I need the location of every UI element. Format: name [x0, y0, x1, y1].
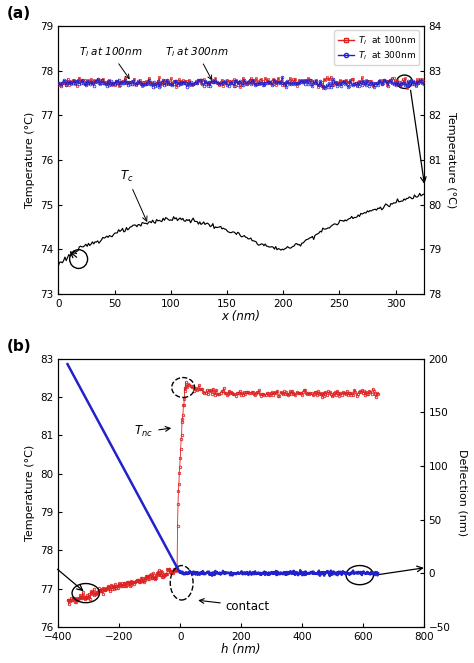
- Text: $T_{nc}$: $T_{nc}$: [135, 424, 170, 440]
- Y-axis label: Temperature (°C): Temperature (°C): [25, 112, 35, 208]
- Text: $T_l$ at 100nm: $T_l$ at 100nm: [79, 45, 142, 79]
- Legend: $T_l$  at 100nm, $T_l$  at 300nm: $T_l$ at 100nm, $T_l$ at 300nm: [334, 30, 419, 66]
- Text: $T_c$: $T_c$: [120, 169, 147, 221]
- Text: (a): (a): [7, 6, 31, 21]
- Y-axis label: Temperature (°C): Temperature (°C): [25, 445, 35, 541]
- X-axis label: h (nm): h (nm): [221, 643, 261, 656]
- Text: (b): (b): [7, 339, 32, 354]
- Text: contact: contact: [200, 599, 270, 613]
- Text: $T_l$ at 300nm: $T_l$ at 300nm: [165, 45, 228, 80]
- X-axis label: x (nm): x (nm): [221, 310, 261, 323]
- Y-axis label: Deflection (nm): Deflection (nm): [457, 450, 467, 536]
- Y-axis label: Temperature (°C): Temperature (°C): [446, 112, 456, 208]
